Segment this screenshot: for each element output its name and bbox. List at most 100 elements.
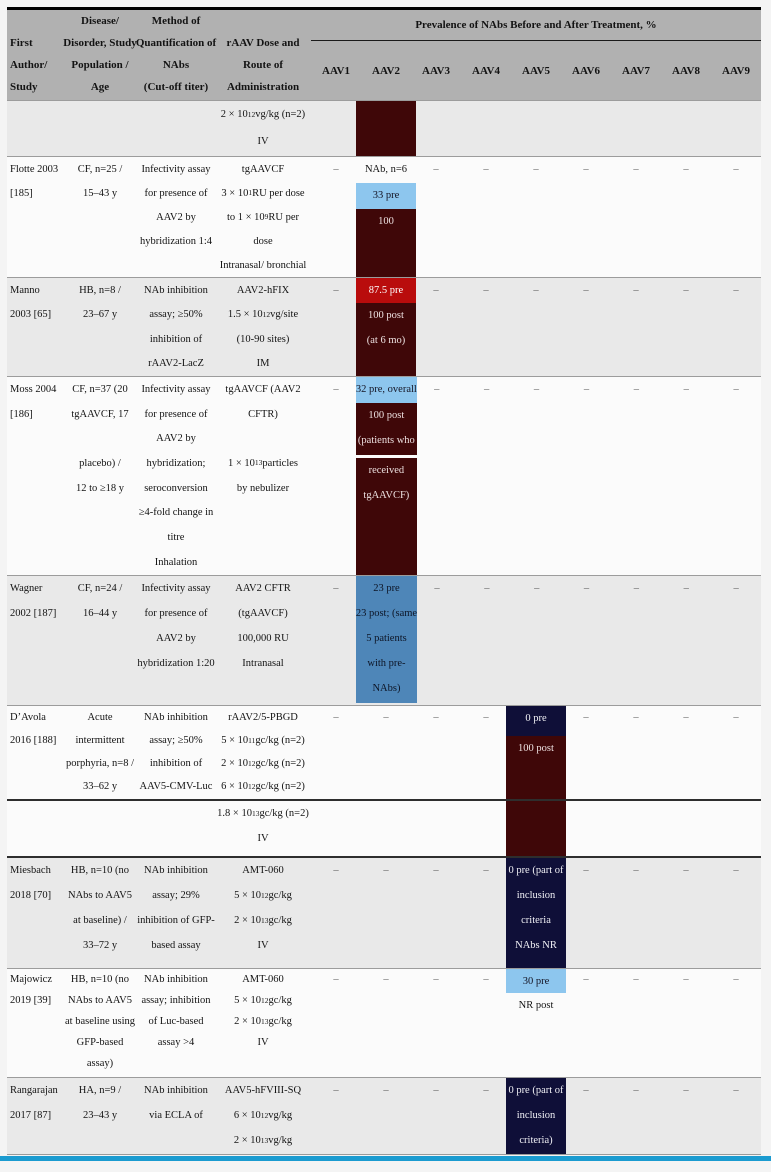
prevalence-cell-aav7: – — [611, 278, 661, 376]
prevalence-block-lightblue: 30 pre — [506, 969, 566, 993]
disease-cell-line: CF, n=24 / — [77, 583, 123, 594]
prevalence-value: 23 post; (same — [355, 608, 418, 619]
prevalence-block-steelblue: 23 pre 23 post; (same 5 patients with pre- N… — [355, 576, 418, 703]
prevalence-cell-aav2: – — [361, 858, 411, 968]
no-data-dash: – — [733, 383, 739, 395]
prevalence-block-maroon: 100 post (at 6 mo) — [356, 303, 416, 376]
prevalence-cell-aav6 — [561, 101, 611, 156]
prevalence-value: NAbs NR — [515, 940, 557, 951]
disease-cell-line: 33–72 y — [82, 940, 118, 951]
dose-cell: AAV2 CFTR (tgAAVCF) 100,000 RU Intranasal — [215, 576, 311, 705]
prevalence-value: 100 post — [368, 310, 404, 321]
prevalence-value: 100 — [378, 216, 394, 227]
prevalence-cell-aav3 — [411, 101, 461, 156]
prevalence-cell-aav2: 87.5 pre 100 post (at 6 mo) — [356, 278, 416, 376]
table-row-rangarajan-2017: Rangarajan 2017 [87] HA, n=9 / 23–43 y NAb i… — [7, 1077, 761, 1154]
prevalence-cell-aav8: – — [661, 1078, 711, 1154]
prevalence-cell-aav1 — [311, 801, 361, 856]
prevalence-value: 33 pre — [372, 190, 400, 201]
prevalence-cell-aav1: – — [311, 858, 361, 968]
prevalence-block-lightblue: 33 pre — [356, 183, 416, 209]
disease-cell: CF, n=24 / 16–44 y — [63, 576, 137, 705]
prevalence-cell-aav4: – — [462, 576, 512, 705]
disease-cell-line: NAbs to AAV5 — [68, 995, 132, 1006]
author-cell: D’Avola 2016 [188] — [7, 706, 63, 799]
table-row-majowicz-2019: Majowicz 2019 [39] HB, n=10 (no NAbs to AAV… — [7, 968, 761, 1077]
prevalence-block-none: NAb, n=6 — [356, 157, 416, 183]
no-data-dash: – — [383, 712, 389, 723]
dose-cell-line: 5 × 10 12 gc/kg — [234, 995, 292, 1006]
disease-cell-line: assay) — [86, 1058, 114, 1069]
dose-cell-line: CFTR) — [248, 408, 278, 420]
method-cell-line: assay; ≥50% — [149, 309, 203, 321]
prevalence-cell-aav9 — [711, 801, 761, 856]
prevalence-cell-aav3: – — [411, 278, 461, 376]
method-cell-line: for presence of — [144, 408, 208, 420]
header-line: Route of — [242, 59, 284, 71]
author-cell-line: Majowicz — [10, 974, 52, 985]
no-data-dash: – — [683, 284, 689, 296]
no-data-dash: – — [633, 974, 639, 985]
prevalence-cell-aav2: – — [361, 1078, 411, 1154]
no-data-dash: – — [434, 583, 440, 594]
prevalence-cells: – NAb, n=6 33 pre 100 – – – – – – – — [311, 157, 761, 277]
no-data-dash: – — [583, 865, 589, 876]
disease-cell: HB, n=8 / 23–67 y — [63, 278, 137, 376]
dose-cell-line: dose — [253, 235, 273, 247]
table-body: 2 × 10 12 vg/kg (n=2) IV Flotte 2003 [185] CF… — [7, 100, 761, 1154]
method-cell-line: of Luc-based — [148, 1016, 204, 1027]
method-cell: NAb inhibition assay; 29% inhibition of GF… — [137, 858, 215, 968]
prevalence-cell-aav4 — [461, 101, 511, 156]
dose-cell-line: 2 × 10 13 vg/kg — [233, 1135, 293, 1146]
prevalence-cell-aav2: 32 pre, overall 100 post (patients who rece… — [355, 377, 417, 575]
prevalence-cell-aav5: 30 pre NR post — [506, 969, 566, 1077]
prevalence-cell-aav8 — [661, 801, 711, 856]
header-line: Quantification of — [135, 37, 217, 49]
no-data-dash: – — [333, 383, 339, 395]
prevalence-cell-aav6: – — [562, 377, 612, 575]
header-line: NAbs — [162, 59, 190, 71]
prevalence-value: 0 pre (part of — [508, 1085, 564, 1096]
disease-cell-line: at baseline using — [65, 1016, 135, 1027]
dose-cell-line: 1 × 10 13 particles — [228, 457, 298, 469]
author-cell-line: 2002 [187] — [10, 608, 57, 619]
prevalence-cell-aav2 — [361, 801, 411, 856]
method-cell-line: inhibition of GFP- — [137, 915, 215, 926]
no-data-dash: – — [733, 1085, 739, 1096]
method-cell-line: rAAV2-LacZ — [148, 358, 204, 370]
no-data-dash: – — [484, 583, 490, 594]
prevalence-block-lightblue: 32 pre, overall — [355, 377, 417, 403]
table-row-moss-2004: Moss 2004 [186] CF, n=37 (20 tgAAVCF, 17 pl… — [7, 376, 761, 575]
serotype-header-aav5: AAV5 — [522, 64, 550, 77]
prevalence-cell-aav7: – — [611, 858, 661, 968]
method-cell-line: via ECLA of — [149, 1110, 203, 1121]
no-data-dash: – — [433, 284, 439, 296]
prevalence-cell-aav1: – — [311, 706, 361, 799]
method-cell-line: NAb inhibition — [144, 284, 208, 296]
prevalence-cell-aav5: – — [512, 377, 562, 575]
method-cell: NAb inhibition assay; ≥50% inhibition of rA… — [137, 278, 215, 376]
prevalence-cell-aav9: – — [711, 278, 761, 376]
dose-cell: tgAAVCF (AAV2 CFTR) 1 × 10 13 particles by … — [215, 377, 311, 575]
prevalence-cell-aav9: – — [711, 576, 761, 705]
prevalence-cell-aav1: – — [311, 576, 361, 705]
prevalence-cell-aav8: – — [661, 858, 711, 968]
prevalence-cells: – 32 pre, overall 100 post (patients who rec… — [311, 377, 761, 575]
dose-cell-line: rAAV2/5-PBGD — [228, 712, 298, 723]
header-first-author: First Author/Study — [7, 10, 63, 100]
prevalence-value: criteria) — [519, 1135, 553, 1146]
prevalence-cell-aav5: 0 pre (part of inclusion criteria NAbs NR — [506, 858, 566, 968]
no-data-dash: – — [434, 383, 440, 395]
no-data-dash: – — [733, 974, 739, 985]
disease-cell — [63, 801, 137, 856]
prevalence-cell-aav4: – — [461, 969, 511, 1077]
dose-cell-line: Intranasal — [242, 658, 284, 669]
prevalence-value: criteria — [521, 915, 551, 926]
no-data-dash: – — [333, 712, 339, 723]
prevalence-cell-aav4: – — [461, 1078, 511, 1154]
prevalence-value: with pre- — [367, 658, 406, 669]
dose-cell-line: 1.8 × 10 13 gc/kg (n=2) — [217, 808, 309, 819]
prevalence-cell-aav7 — [611, 801, 661, 856]
no-data-dash: – — [533, 284, 539, 296]
